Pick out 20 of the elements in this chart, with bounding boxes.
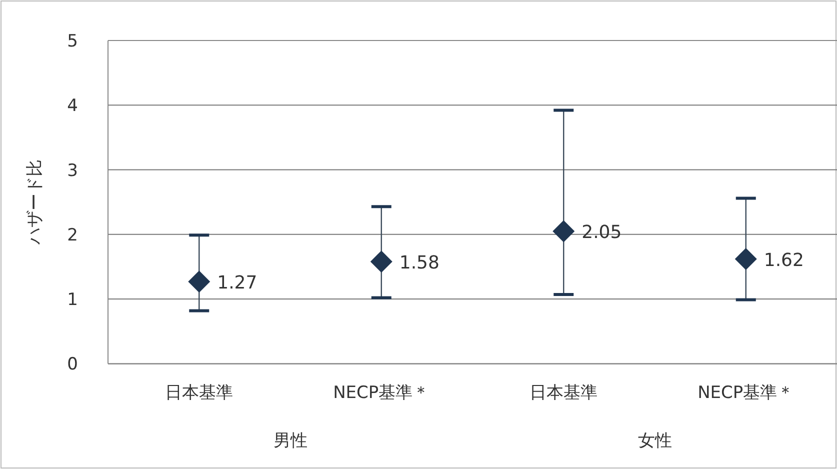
point <box>734 248 757 270</box>
y-axis-title: ハザード比 <box>25 160 45 246</box>
data-label: 1.62 <box>764 250 804 271</box>
point <box>552 220 575 242</box>
data-label: 1.58 <box>399 252 440 274</box>
y-tick-label: 1 <box>67 290 78 310</box>
point <box>370 250 392 273</box>
y-tick-label: 0 <box>67 354 78 375</box>
y-tick-label: 5 <box>67 32 78 52</box>
data-label: 1.27 <box>217 272 258 294</box>
x-tick-label: 日本基準 <box>165 383 234 403</box>
text: 男性 <box>273 431 308 451</box>
x-tick-label: NECP基準＊ <box>333 383 430 403</box>
y-tick-label: 3 <box>67 160 78 181</box>
y-tick-label: 4 <box>67 96 78 116</box>
x-tick-label: NECP基準＊ <box>698 383 794 403</box>
y-tick-label: 2 <box>67 225 78 246</box>
point <box>188 270 210 293</box>
x-tick-label: 日本基準 <box>530 383 598 403</box>
text: 女性 <box>638 431 672 451</box>
